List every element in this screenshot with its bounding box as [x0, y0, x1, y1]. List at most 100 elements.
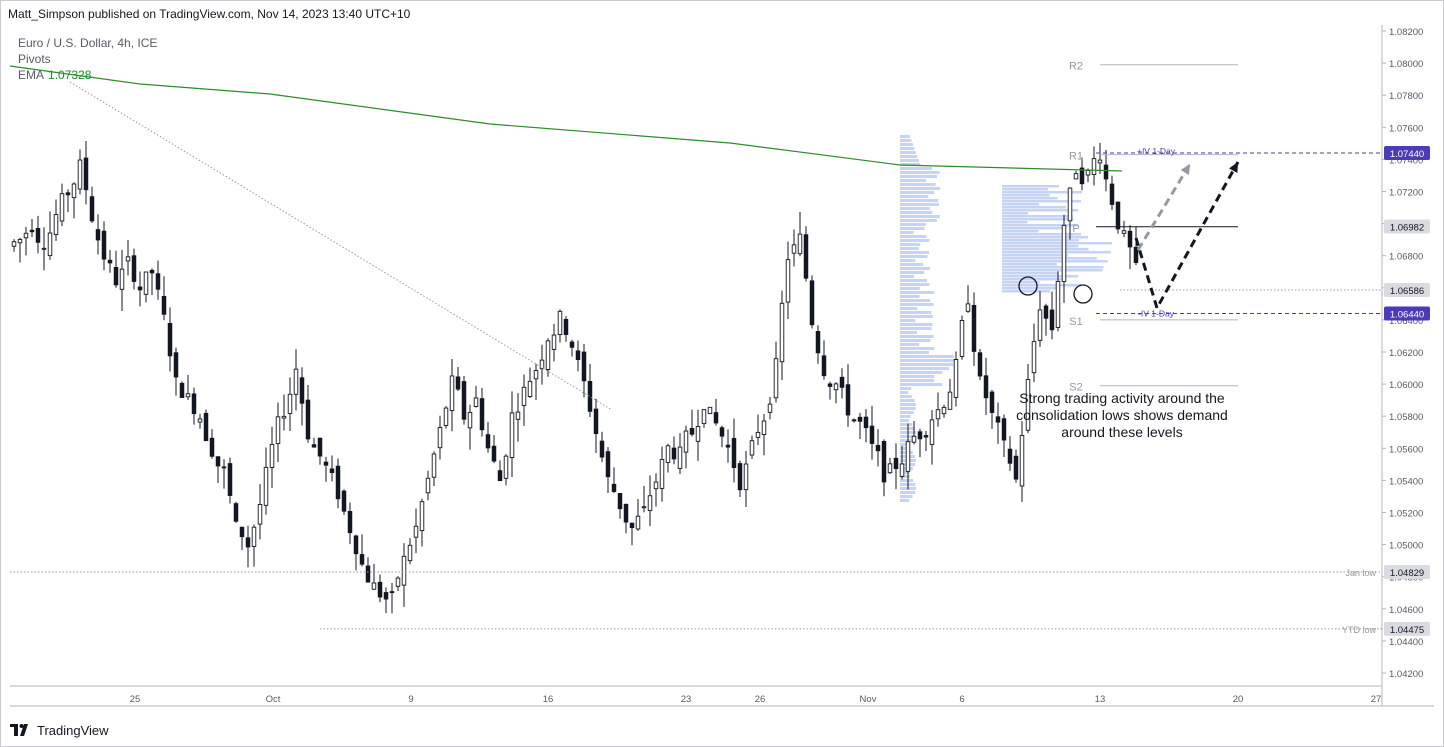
volume-profile-bar: [900, 319, 916, 322]
candle-body: [209, 437, 215, 457]
candle-body: [53, 214, 59, 236]
candle-body: [497, 470, 503, 482]
candle-body: [431, 453, 437, 478]
volume-profile-bar: [900, 419, 909, 422]
candle-body: [425, 477, 431, 494]
candle-body: [347, 511, 353, 534]
volume-profile-bar: [900, 275, 914, 278]
volume-profile-bar: [900, 171, 940, 174]
candle-body: [227, 463, 233, 496]
candle-body: [1037, 309, 1043, 341]
candle-body: [971, 304, 977, 352]
price-tick-label: 1.06200: [1389, 348, 1423, 359]
candle-body: [551, 334, 557, 350]
candle-body: [113, 266, 119, 286]
volume-profile-bar: [1002, 257, 1097, 260]
candle-body: [611, 483, 617, 492]
price-tick-label: 1.05200: [1389, 509, 1423, 520]
volume-profile-bar: [900, 355, 954, 358]
price-badge: [1384, 306, 1430, 321]
candle-body: [767, 403, 773, 413]
candle-body: [1067, 187, 1073, 222]
candle-body: [755, 431, 761, 438]
volume-profile-bar: [1002, 263, 1057, 266]
candle-body: [275, 416, 281, 444]
volume-profile-bar: [1002, 203, 1040, 206]
volume-profile-bar: [1002, 239, 1079, 242]
volume-profile-bar: [900, 439, 914, 442]
annotation-text-line: Strong trading activity around the: [1019, 390, 1225, 406]
volume-profile-bar: [900, 363, 954, 366]
volume-profile-bar: [900, 271, 925, 274]
candle-body: [887, 463, 893, 474]
candle-body: [737, 463, 743, 491]
volume-profile-bar: [1002, 209, 1079, 212]
volume-profile-bar: [900, 391, 909, 394]
price-tick-label: 1.06400: [1389, 316, 1423, 327]
volume-profile-bar: [900, 223, 926, 226]
time-tick-label: Oct: [266, 694, 281, 705]
volume-profile-bar: [1002, 230, 1039, 233]
candle-body: [1133, 246, 1139, 263]
candle-body: [251, 526, 257, 547]
volume-profile-bar: [900, 347, 935, 350]
footer[interactable]: TradingView: [10, 720, 109, 740]
candle-body: [875, 444, 881, 452]
volume-profile-bar: [900, 415, 911, 418]
time-tick-label: Nov: [860, 694, 877, 705]
candle-body: [467, 412, 473, 429]
candle-body: [11, 241, 17, 247]
candle-body: [563, 318, 569, 335]
tradingview-logo-icon: [10, 724, 28, 736]
volume-profile-bar: [1002, 191, 1082, 194]
candle-body: [509, 412, 515, 458]
volume-profile-bar: [900, 499, 910, 502]
candle-body: [137, 286, 143, 291]
volume-profile-bar: [900, 315, 933, 318]
volume-profile-bar: [900, 403, 916, 406]
volume-profile-bar: [900, 207, 931, 210]
ema-legend[interactable]: EMA 1.07328: [18, 67, 157, 83]
tradingview-brand: TradingView: [37, 722, 109, 738]
volume-profile-bar: [900, 147, 915, 150]
volume-profile-bar: [900, 299, 931, 302]
ema-label: EMA: [18, 68, 45, 82]
symbol-label[interactable]: Euro / U.S. Dollar, 4h, ICE: [18, 36, 158, 50]
volume-profile-bar: [900, 495, 913, 498]
candle-body: [905, 441, 911, 472]
support-marker-circle: [1073, 284, 1093, 304]
candle-body: [713, 412, 719, 424]
pivots-label[interactable]: Pivots: [18, 52, 51, 66]
projection-arrow-gray: [1136, 163, 1192, 251]
price-badge-label: 1.04475: [1390, 625, 1424, 636]
candle-body: [785, 259, 791, 303]
volume-profile-bar: [900, 255, 928, 258]
candle-body: [389, 591, 395, 594]
volume-profile-bar: [900, 163, 921, 166]
overlays-layer: R2 R1 P S1 S2 +IV 1-Day -IV 1-Day Jan low YTD lo…: [9, 61, 1382, 635]
time-tick-label: 20: [1233, 694, 1244, 705]
candle-body: [65, 192, 71, 196]
candle-body: [341, 490, 347, 512]
level-name-label: Jan low: [1345, 568, 1376, 578]
candle-body: [731, 437, 737, 468]
candle-body: [59, 193, 65, 222]
candle-body: [977, 352, 983, 377]
volume-profile-bar: [900, 235, 927, 238]
candle-body: [491, 445, 497, 462]
candle-body: [179, 382, 185, 398]
volume-profile-bar: [900, 379, 935, 382]
volume-profile-bar: [1002, 266, 1104, 269]
support-marker-circle: [1018, 276, 1038, 296]
annotation-text-line: consolidation lows shows demand: [1016, 407, 1228, 423]
price-tick-label: 1.07400: [1389, 155, 1423, 166]
candle-body: [923, 435, 929, 438]
candle-body: [437, 427, 443, 449]
candle-body: [827, 383, 833, 387]
price-badge: [1384, 565, 1430, 580]
candle-body: [311, 444, 317, 448]
candle-body: [623, 503, 629, 523]
price-tick-label: 1.08200: [1389, 27, 1423, 38]
volume-profile-bar: [900, 231, 914, 234]
